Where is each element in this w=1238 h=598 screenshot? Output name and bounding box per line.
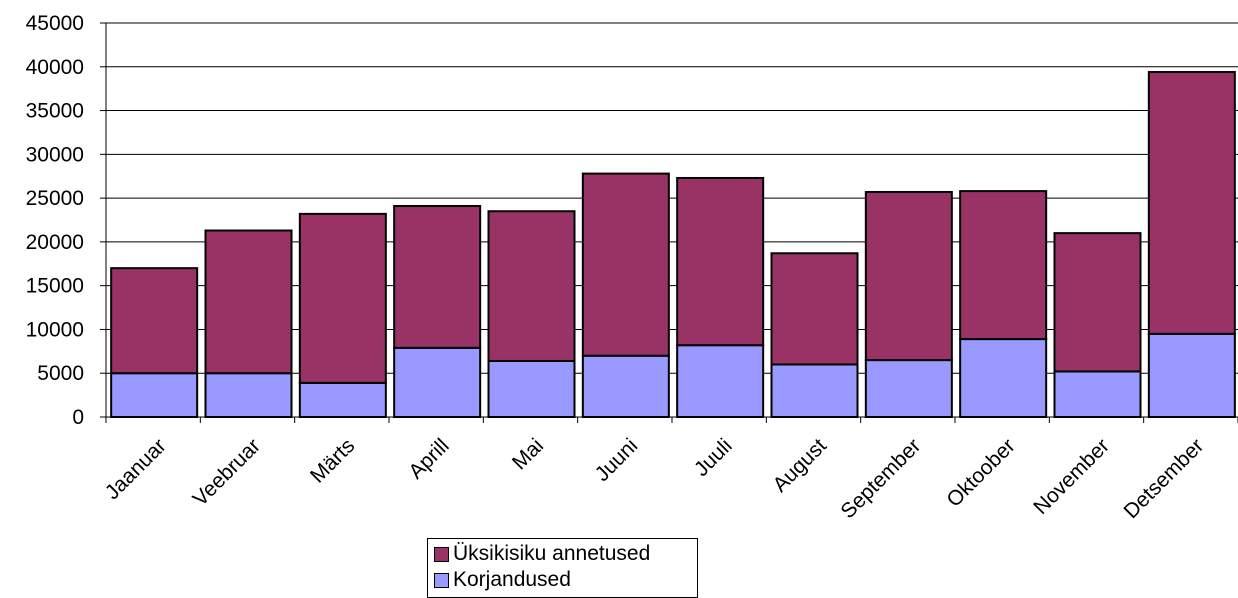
y-axis-tick-labels: 0 5000 10000 15000 20000 25000 30000 35000 40000… (26, 12, 84, 429)
y-tick-label: 5000 (37, 362, 84, 385)
bar-uksikisiku-annetused (959, 190, 1048, 341)
legend-swatch-uksikisiku-annetused (434, 546, 449, 562)
x-axis-tick-labels: Jaanuar Veebruar Märts Aprill Mai Juuni Juuli A… (101, 434, 1209, 523)
y-tick-label: 30000 (26, 143, 84, 166)
bar-uksikisiku-annetused (676, 176, 765, 347)
bar-korjandused (204, 372, 293, 419)
gridlines (106, 22, 1238, 374)
bar-uksikisiku-annetused (298, 212, 387, 384)
bar-korjandused (298, 381, 387, 418)
legend-label-uksikisiku-annetused: Üksikisiku annetused (453, 542, 651, 565)
bar-korjandused (1053, 370, 1142, 418)
bar-uksikisiku-annetused (770, 252, 859, 366)
legend-item-uksikisiku-annetused: Üksikisiku annetused (434, 541, 697, 567)
x-tick-label: September (836, 434, 925, 523)
bar-korjandused (1147, 332, 1236, 419)
bar-korjandused (959, 338, 1048, 419)
bar-korjandused (110, 372, 199, 419)
y-tick-label: 20000 (26, 231, 84, 254)
bar-uksikisiku-annetused (1147, 71, 1236, 335)
bar-korjandused (487, 359, 576, 419)
x-tick-label: Oktoober (942, 434, 1019, 511)
legend: Üksikisiku annetused Korjandused (427, 538, 698, 598)
x-tick-label: Aprill (404, 434, 453, 483)
legend-label-korjandused: Korjandused (453, 568, 571, 591)
bar-uksikisiku-annetused (393, 204, 482, 349)
y-tick-label: 35000 (26, 100, 84, 123)
bar-uksikisiku-annetused (1053, 232, 1142, 373)
y-tick-label: 10000 (26, 318, 84, 341)
x-tick-label: Detsember (1119, 434, 1208, 523)
x-tick-label: Jaanuar (101, 434, 171, 504)
bar-korjandused (393, 346, 482, 419)
x-tick-label: Mai (508, 434, 548, 474)
y-tick-label: 45000 (26, 12, 84, 35)
bar-uksikisiku-annetused (581, 172, 670, 357)
y-tick-label: 25000 (26, 187, 84, 210)
x-tick-label: Juuni (591, 434, 643, 486)
legend-item-korjandused: Korjandused (434, 567, 697, 593)
y-tick-label: 40000 (26, 56, 84, 79)
bar-korjandused (864, 359, 953, 419)
bar-uksikisiku-annetused (487, 210, 576, 362)
bar-korjandused (770, 363, 859, 419)
axes (100, 22, 1238, 423)
x-tick-label: November (1029, 434, 1114, 519)
y-tick-label: 15000 (26, 275, 84, 298)
bar-korjandused (581, 354, 670, 419)
bar-korjandused (676, 344, 765, 418)
x-tick-label: Veebruar (189, 434, 266, 511)
x-tick-label: August (769, 434, 832, 497)
x-tick-label: Märts (306, 434, 359, 487)
bar-uksikisiku-annetused (110, 267, 199, 375)
bars (110, 71, 1236, 419)
x-tick-label: Juuli (690, 434, 737, 481)
bar-uksikisiku-annetused (864, 190, 953, 362)
y-tick-label: 0 (72, 406, 84, 429)
legend-swatch-korjandused (434, 572, 449, 588)
bar-uksikisiku-annetused (204, 229, 293, 375)
